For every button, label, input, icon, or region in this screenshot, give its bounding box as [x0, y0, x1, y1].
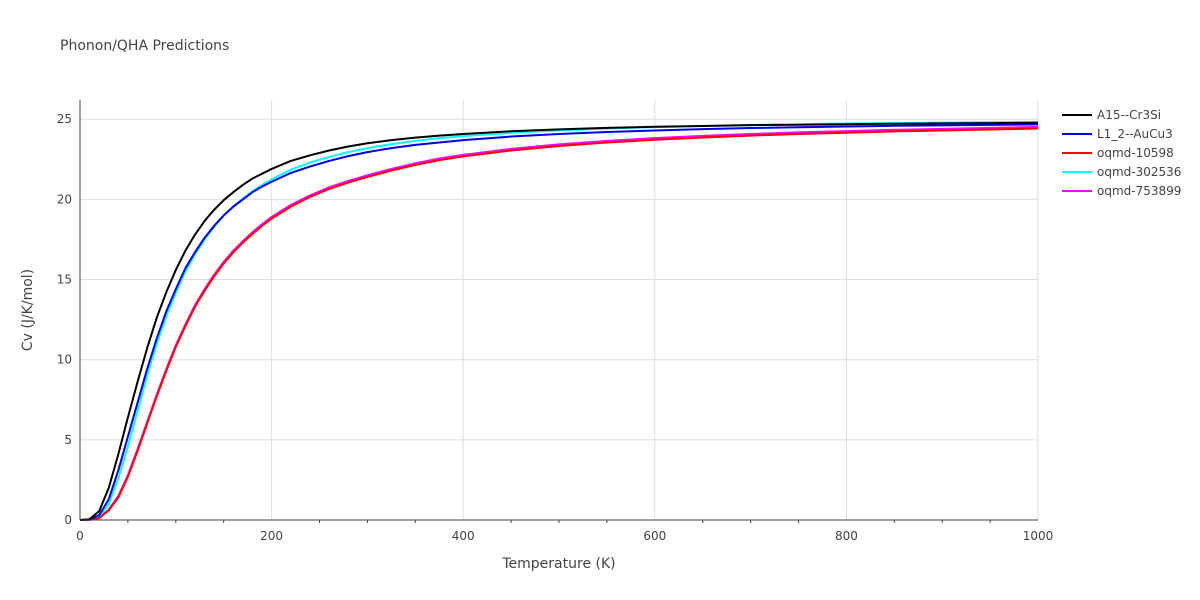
legend-item[interactable]: A15--Cr3Si	[1062, 108, 1161, 122]
y-tick-label: 10	[57, 353, 72, 367]
y-tick-label: 15	[57, 273, 72, 287]
y-tick-label: 0	[64, 513, 72, 527]
axes: 0 200 400 600 800 1000 0 5 10 15 20 25	[57, 100, 1054, 543]
legend-item[interactable]: oqmd-753899	[1062, 184, 1181, 198]
series-line-a15-cr3si	[79, 121, 1039, 521]
legend-item[interactable]: L1_2--AuCu3	[1062, 127, 1173, 141]
legend-item[interactable]: oqmd-302536	[1062, 165, 1181, 179]
legend-label: oqmd-753899	[1097, 184, 1181, 198]
series-lines	[79, 120, 1039, 521]
series-line-oqmd-753899	[79, 125, 1039, 521]
y-tick-label: 20	[57, 192, 72, 206]
y-tick-label: 25	[57, 112, 72, 126]
series-line-oqmd-302536	[79, 120, 1039, 521]
x-tick-label: 1000	[1023, 529, 1054, 543]
x-tick-label: 200	[260, 529, 283, 543]
x-axis-title: Temperature (K)	[501, 556, 615, 572]
x-tick-label: 800	[835, 529, 858, 543]
legend-label: oqmd-302536	[1097, 165, 1181, 179]
x-tick-label: 400	[452, 529, 475, 543]
legend-label: L1_2--AuCu3	[1097, 127, 1173, 141]
legend-label: A15--Cr3Si	[1097, 108, 1161, 122]
series-line-l1-2-aucu3	[79, 123, 1039, 521]
legend-item[interactable]: oqmd-10598	[1062, 146, 1174, 160]
gridlines	[80, 100, 1039, 520]
y-tick-label: 5	[64, 433, 72, 447]
x-tick-label: 600	[643, 529, 666, 543]
chart-title: Phonon/QHA Predictions	[60, 38, 229, 54]
x-tick-label: 0	[76, 529, 84, 543]
legend[interactable]: A15--Cr3Si L1_2--AuCu3 oqmd-10598 oqmd-3025…	[1062, 108, 1181, 198]
legend-label: oqmd-10598	[1097, 146, 1174, 160]
y-axis-title: Cv (J/K/mol)	[20, 269, 36, 351]
series-line-oqmd-10598	[79, 127, 1039, 521]
